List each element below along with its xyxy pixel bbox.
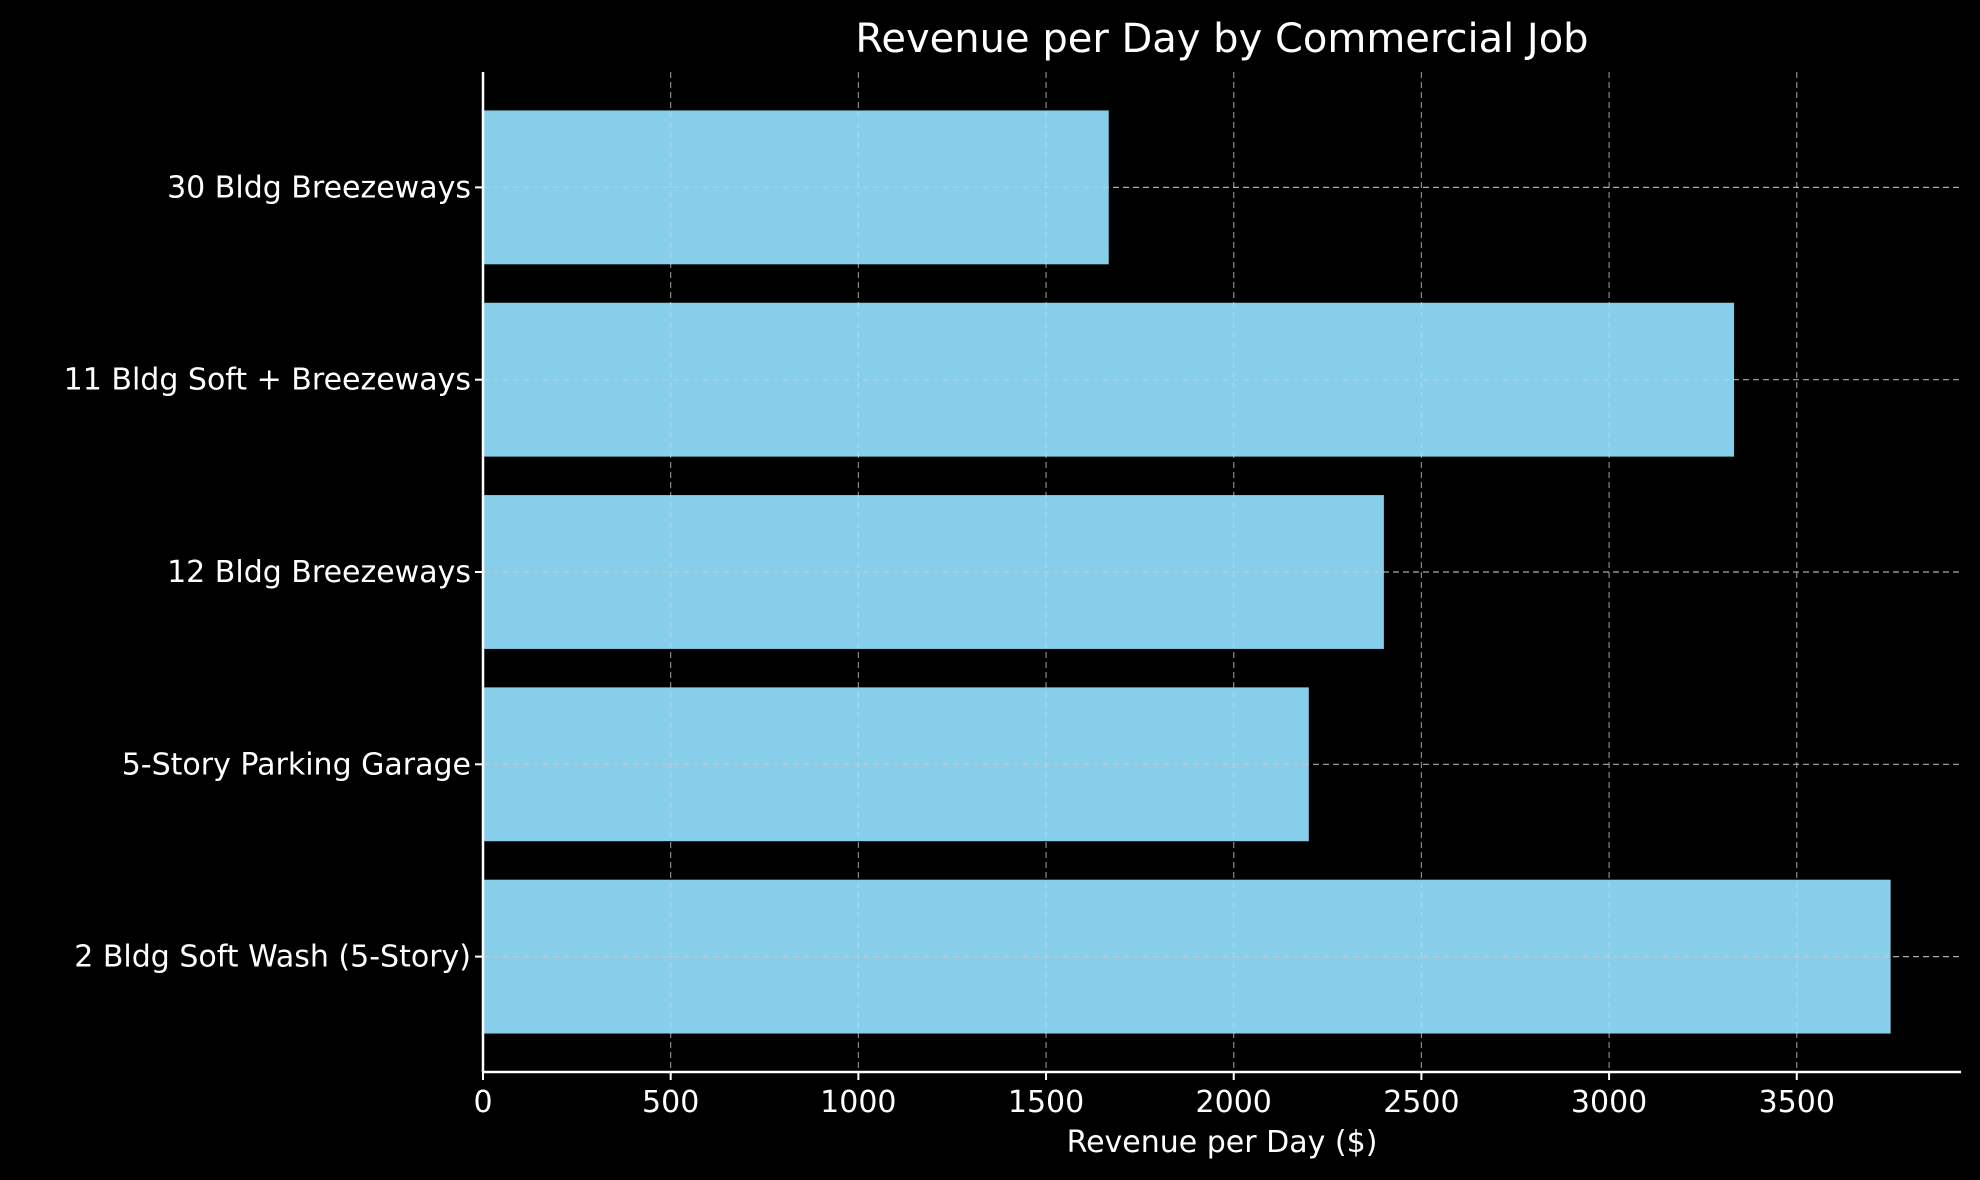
x-tick-label-3000: 3000 [1571,1085,1647,1120]
tick-labels: 0 500 1000 1500 2000 2500 3000 3500 2 Bldg Soft … [64,170,1835,1120]
bars [483,72,1961,1072]
y-tick-label-30-bldg-breezeways: 30 Bldg Breezeways [167,170,471,205]
x-tick-label-2000: 2000 [1196,1085,1272,1120]
chart-title: Revenue per Day by Commercial Job [855,16,1588,62]
x-tick-label-2500: 2500 [1383,1085,1459,1120]
x-axis-label: Revenue per Day ($) [1067,1125,1378,1160]
y-tick-label-11-bldg-soft-breezeways: 11 Bldg Soft + Breezeways [64,363,471,398]
axes [475,72,1961,1080]
y-tick-label-5-story-parking-garage: 5-Story Parking Garage [122,747,471,782]
y-tick-label-2-bldg-soft-wash-5-story: 2 Bldg Soft Wash (5-Story) [74,940,471,975]
x-tick-label-1500: 1500 [1008,1085,1084,1120]
x-tick-label-500: 500 [642,1085,699,1120]
x-tick-label-1000: 1000 [820,1085,896,1120]
x-tick-label-0: 0 [473,1085,492,1120]
y-tick-label-12-bldg-breezeways: 12 Bldg Breezeways [167,555,471,590]
x-tick-label-3500: 3500 [1759,1085,1835,1120]
